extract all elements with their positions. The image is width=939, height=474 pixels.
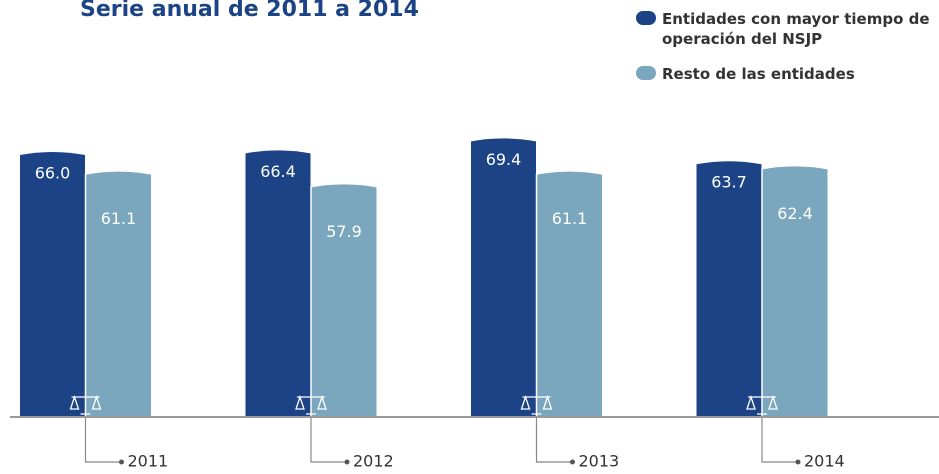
value-label: 57.9: [326, 222, 362, 241]
year-connector: [84, 418, 120, 463]
legend-item: Entidades con mayor tiempo de operación …: [636, 9, 939, 49]
chart-title: Serie anual de 2011 a 2014: [80, 0, 419, 22]
year-connector: [535, 418, 571, 463]
year-dot: [795, 459, 801, 465]
bar: [537, 171, 602, 416]
bar: [86, 171, 151, 416]
legend-label: Entidades con mayor tiempo de operación …: [662, 10, 930, 48]
legend-item: Resto de las entidades: [636, 64, 939, 84]
bar: [762, 166, 828, 416]
bar: [311, 184, 377, 416]
x-tick-label: 2013: [579, 452, 620, 471]
value-label: 61.1: [552, 209, 588, 228]
bar: [20, 152, 85, 416]
bar: [245, 150, 311, 416]
scale-icon: [746, 394, 778, 415]
bar: [696, 161, 762, 416]
legend-label: Resto de las entidades: [662, 65, 855, 83]
x-tick-label: 2011: [128, 452, 169, 471]
year-connector: [310, 418, 345, 463]
year-connector: [761, 418, 796, 463]
value-label: 66.0: [35, 164, 71, 183]
scale-icon: [520, 394, 553, 415]
x-tick-label: 2014: [804, 452, 845, 471]
value-label: 69.4: [486, 150, 522, 169]
year-dot: [344, 459, 350, 465]
scale-icon: [69, 394, 102, 415]
value-label: 63.7: [711, 173, 747, 192]
year-dot: [570, 459, 575, 465]
scale-icon: [295, 394, 327, 415]
value-label: 66.4: [260, 162, 296, 181]
bar: [471, 138, 536, 416]
year-dot: [119, 459, 124, 465]
legend-swatch: [636, 11, 656, 25]
x-tick-label: 2012: [353, 452, 394, 471]
value-label: 62.4: [777, 204, 813, 223]
legend-swatch: [636, 66, 656, 80]
value-label: 61.1: [101, 209, 137, 228]
